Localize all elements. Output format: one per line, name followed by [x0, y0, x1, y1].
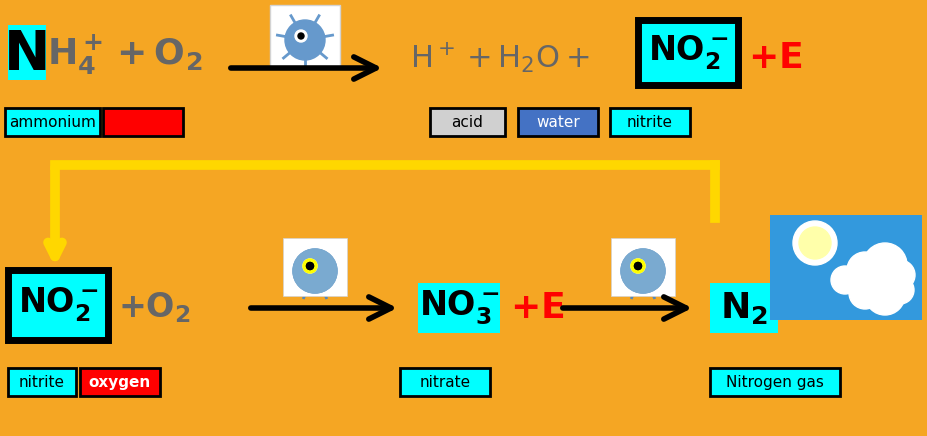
Circle shape	[630, 259, 644, 273]
Bar	[5, 108, 100, 136]
Text: ammonium: ammonium	[9, 115, 95, 129]
Circle shape	[303, 259, 317, 273]
Circle shape	[306, 262, 313, 269]
Circle shape	[298, 33, 304, 39]
Text: water: water	[536, 115, 579, 129]
Text: $\mathbf{+ O_2}$: $\mathbf{+ O_2}$	[118, 291, 191, 325]
Text: $\mathbf{NO_3^-}$: $\mathbf{NO_3^-}$	[418, 289, 499, 327]
Bar	[80, 368, 159, 396]
Bar	[709, 368, 839, 396]
Text: nitrite: nitrite	[19, 375, 65, 389]
Circle shape	[285, 20, 324, 60]
Circle shape	[293, 249, 337, 293]
Circle shape	[846, 252, 883, 288]
Text: oxygen: oxygen	[112, 115, 174, 129]
Bar	[769, 215, 921, 320]
Text: N: N	[4, 28, 50, 82]
Bar	[709, 283, 777, 333]
Bar	[609, 108, 690, 136]
Bar	[429, 108, 504, 136]
Text: oxygen: oxygen	[89, 375, 151, 389]
Bar	[283, 238, 347, 296]
Bar	[103, 108, 183, 136]
Text: nitrite: nitrite	[627, 115, 672, 129]
Text: $\mathbf{N_2}$: $\mathbf{N_2}$	[719, 290, 768, 326]
Circle shape	[620, 249, 665, 293]
Circle shape	[830, 266, 858, 294]
Bar	[517, 108, 597, 136]
Bar	[400, 368, 489, 396]
Circle shape	[864, 275, 904, 315]
Circle shape	[306, 262, 313, 269]
Bar	[8, 25, 46, 80]
Text: $\mathrm{H^+ + H_2O +}$: $\mathrm{H^+ + H_2O +}$	[410, 41, 589, 75]
Bar	[270, 5, 339, 67]
Bar	[638, 20, 737, 85]
Text: $\mathbf{+ E}$: $\mathbf{+ E}$	[510, 291, 564, 325]
Text: acid: acid	[451, 115, 483, 129]
Circle shape	[295, 30, 307, 42]
Circle shape	[630, 259, 644, 273]
Circle shape	[848, 277, 880, 309]
Bar	[8, 270, 108, 340]
Circle shape	[798, 227, 830, 259]
Circle shape	[885, 276, 913, 304]
Text: Nitrogen gas: Nitrogen gas	[725, 375, 823, 389]
Text: $\mathbf{+ E}$: $\mathbf{+ E}$	[747, 41, 802, 75]
Text: $\mathbf{NO_2^-}$: $\mathbf{NO_2^-}$	[18, 286, 98, 324]
Circle shape	[634, 262, 641, 269]
Circle shape	[884, 260, 914, 290]
Text: nitrate: nitrate	[419, 375, 470, 389]
Text: oxygen: oxygen	[89, 375, 151, 389]
Circle shape	[303, 259, 317, 273]
Bar	[610, 238, 674, 296]
Text: $\mathbf{NO_2^-}$: $\mathbf{NO_2^-}$	[647, 33, 728, 72]
Circle shape	[862, 243, 906, 287]
Bar	[417, 283, 500, 333]
Circle shape	[620, 249, 665, 293]
Circle shape	[793, 221, 836, 265]
Text: $\mathbf{H_4^+ + O_2}$: $\mathbf{H_4^+ + O_2}$	[47, 33, 202, 77]
Circle shape	[293, 249, 337, 293]
Bar	[8, 368, 76, 396]
Circle shape	[634, 262, 641, 269]
